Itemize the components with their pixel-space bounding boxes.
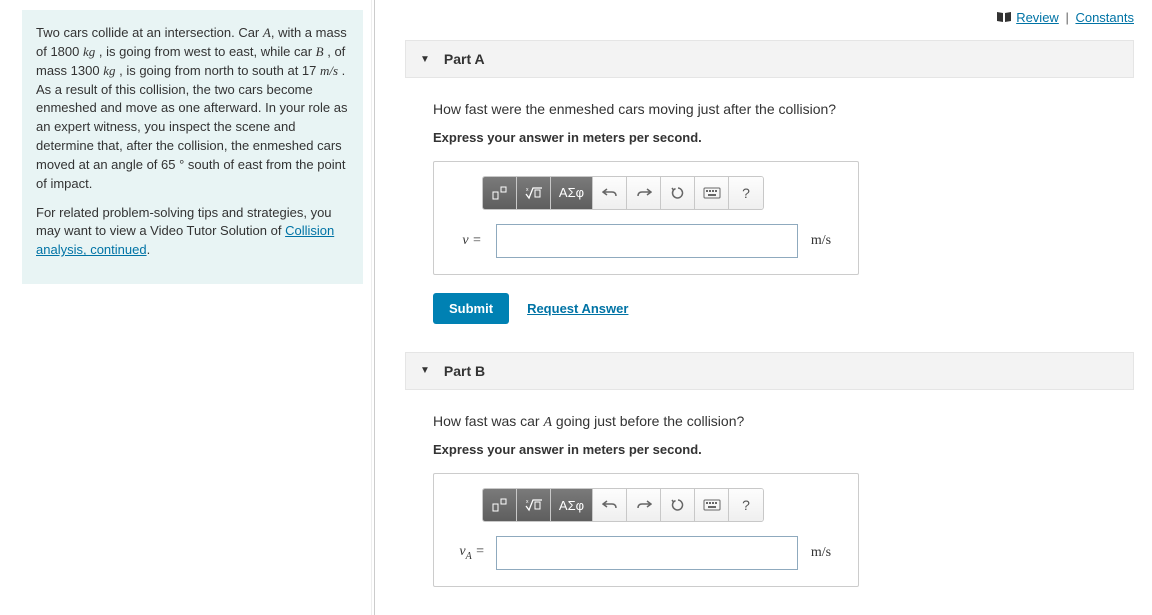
part-b-label: Part B bbox=[444, 363, 485, 379]
undo-icon[interactable] bbox=[593, 177, 627, 209]
part-a-instruction: Express your answer in meters per second… bbox=[433, 130, 1106, 145]
keyboard-icon[interactable] bbox=[695, 177, 729, 209]
unit-label: m/s bbox=[798, 224, 844, 258]
help-icon[interactable]: ? bbox=[729, 489, 763, 521]
keyboard-icon[interactable] bbox=[695, 489, 729, 521]
part-b-question: How fast was car A going just before the… bbox=[433, 412, 1106, 433]
submit-button[interactable]: Submit bbox=[433, 293, 509, 324]
constants-link[interactable]: Constants bbox=[1075, 10, 1134, 25]
equation-toolbar: x ΑΣφ bbox=[482, 488, 764, 522]
equation-toolbar: x ΑΣφ bbox=[482, 176, 764, 210]
caret-down-icon: ▼ bbox=[420, 54, 430, 65]
template-tool-icon[interactable] bbox=[483, 177, 517, 209]
svg-text:x: x bbox=[526, 499, 529, 505]
problem-paragraph-2: For related problem-solving tips and str… bbox=[36, 204, 349, 261]
reset-icon[interactable] bbox=[661, 489, 695, 521]
help-icon[interactable]: ? bbox=[729, 177, 763, 209]
answer-input[interactable] bbox=[496, 536, 798, 570]
part-a-answer-box: x ΑΣφ bbox=[433, 161, 859, 275]
svg-text:x: x bbox=[526, 187, 529, 193]
book-icon bbox=[997, 11, 1011, 26]
top-links: Review | Constants bbox=[405, 6, 1134, 40]
greek-tool-icon[interactable]: ΑΣφ bbox=[551, 489, 593, 521]
part-b-body: How fast was car A going just before the… bbox=[405, 390, 1134, 598]
part-a-section: ▼ Part A How fast were the enmeshed cars… bbox=[405, 40, 1134, 334]
part-a-body: How fast were the enmeshed cars moving j… bbox=[405, 78, 1134, 334]
template-tool-icon[interactable] bbox=[483, 489, 517, 521]
part-b-answer-box: x ΑΣφ bbox=[433, 473, 859, 587]
radical-tool-icon[interactable]: x bbox=[517, 489, 551, 521]
problem-text-box: Two cars collide at an intersection. Car… bbox=[22, 10, 363, 284]
part-a-header[interactable]: ▼ Part A bbox=[405, 40, 1134, 78]
part-b-instruction: Express your answer in meters per second… bbox=[433, 442, 1106, 457]
request-answer-link[interactable]: Request Answer bbox=[527, 301, 628, 316]
review-link[interactable]: Review bbox=[1016, 10, 1059, 25]
part-b-section: ▼ Part B How fast was car A going just b… bbox=[405, 352, 1134, 598]
part-a-question: How fast were the enmeshed cars moving j… bbox=[433, 100, 1106, 120]
part-a-label: Part A bbox=[444, 51, 485, 67]
greek-tool-icon[interactable]: ΑΣφ bbox=[551, 177, 593, 209]
redo-icon[interactable] bbox=[627, 177, 661, 209]
problem-paragraph-1: Two cars collide at an intersection. Car… bbox=[36, 24, 349, 194]
unit-label: m/s bbox=[798, 536, 844, 570]
reset-icon[interactable] bbox=[661, 177, 695, 209]
problem-statement-panel: Two cars collide at an intersection. Car… bbox=[0, 0, 375, 615]
answer-input-row: v = m/s bbox=[448, 224, 844, 258]
submit-row: Submit Request Answer bbox=[433, 293, 1106, 324]
answer-panel: Review | Constants ▼ Part A How fast wer… bbox=[375, 0, 1152, 615]
separator: | bbox=[1065, 10, 1068, 25]
part-b-header[interactable]: ▼ Part B bbox=[405, 352, 1134, 390]
radical-tool-icon[interactable]: x bbox=[517, 177, 551, 209]
redo-icon[interactable] bbox=[627, 489, 661, 521]
variable-label: v = bbox=[448, 224, 496, 258]
answer-input[interactable] bbox=[496, 224, 798, 258]
variable-label: vA = bbox=[448, 536, 496, 570]
answer-input-row: vA = m/s bbox=[448, 536, 844, 570]
caret-down-icon: ▼ bbox=[420, 365, 430, 376]
undo-icon[interactable] bbox=[593, 489, 627, 521]
